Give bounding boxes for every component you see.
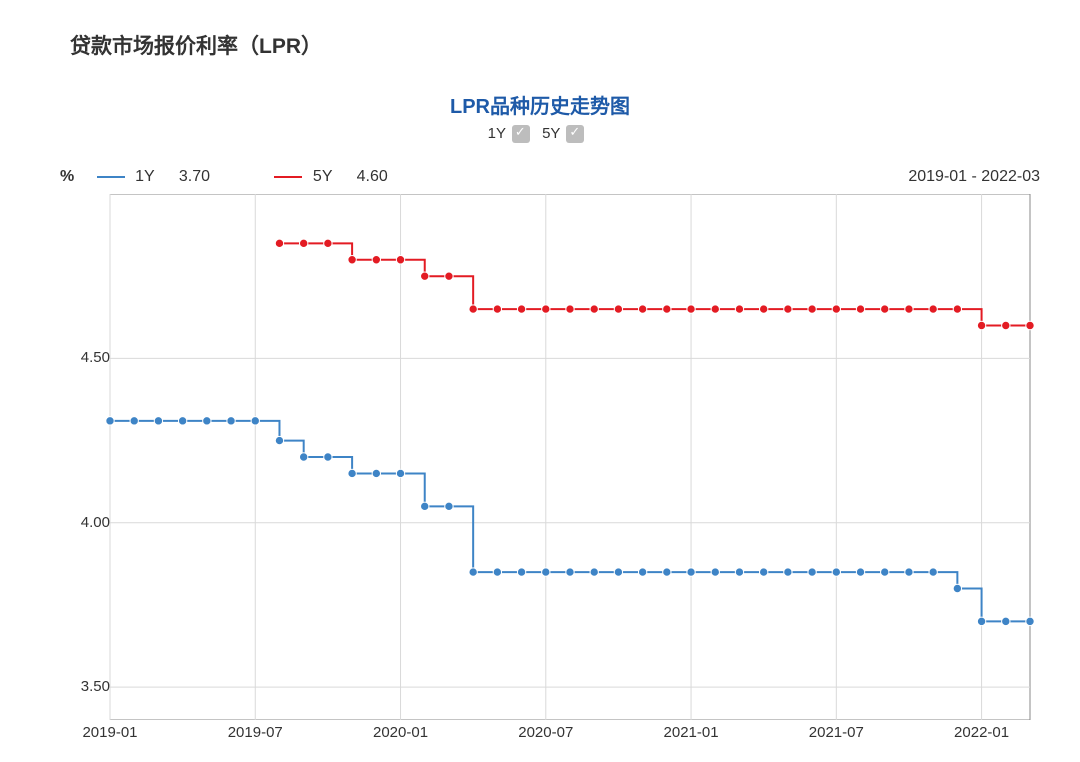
y-unit-label: %	[60, 168, 74, 185]
y-tick-label: 3.50	[60, 678, 110, 695]
toggle-1y-label: 1Y	[488, 125, 506, 142]
x-tick-label: 2019-01	[82, 724, 137, 741]
legend-1y-label: 1Y	[135, 168, 154, 185]
date-range-label: 2019-01 - 2022-03	[908, 168, 1040, 186]
legend-5y-value: 4.60	[357, 168, 388, 185]
chart-container: 贷款市场报价利率（LPR） LPR品种历史走势图 1Y 5Y % 1Y 3.70…	[0, 0, 1080, 762]
page-title: 贷款市场报价利率（LPR）	[20, 20, 1060, 60]
legend-5y-line-icon	[274, 176, 302, 178]
legend-5y-label: 5Y	[313, 168, 332, 185]
x-tick-label: 2020-01	[373, 724, 428, 741]
x-tick-label: 2019-07	[228, 724, 283, 741]
legend-item-5y[interactable]: 5Y 4.60	[274, 168, 387, 186]
line-chart	[60, 194, 1040, 720]
y-tick-label: 4.00	[60, 514, 110, 531]
x-tick-label: 2020-07	[518, 724, 573, 741]
toggle-5y-checkbox[interactable]	[566, 125, 584, 143]
legend-1y-line-icon	[97, 176, 125, 178]
x-axis-labels: 2019-01 2019-07 2020-01 2020-07 2021-01 2021-…	[60, 724, 1040, 748]
toggle-1y-checkbox[interactable]	[512, 125, 530, 143]
legend-row: % 1Y 3.70 5Y 4.60	[60, 168, 1040, 192]
x-tick-label: 2021-07	[809, 724, 864, 741]
legend-item-1y[interactable]: 1Y 3.70	[97, 168, 210, 186]
x-tick-label: 2022-01	[954, 724, 1009, 741]
y-tick-label: 4.50	[60, 349, 110, 366]
toggle-5y-label: 5Y	[542, 125, 560, 142]
legend-1y-value: 3.70	[179, 168, 210, 185]
x-tick-label: 2021-01	[664, 724, 719, 741]
chart-title: LPR品种历史走势图	[20, 90, 1060, 119]
series-toggle-row: 1Y 5Y	[20, 125, 1060, 143]
